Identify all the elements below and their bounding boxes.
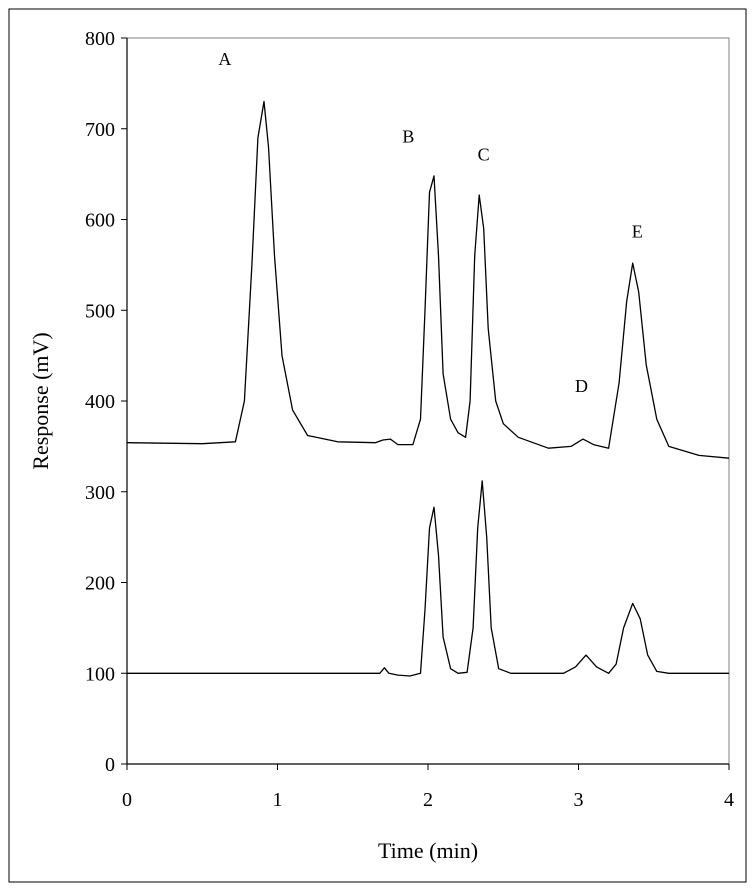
- x-tick-label: 3: [574, 789, 584, 811]
- y-tick-label: 700: [85, 119, 115, 141]
- x-tick-label: 2: [423, 789, 433, 811]
- peak-label: B: [402, 126, 414, 146]
- y-tick-label: 300: [85, 482, 115, 504]
- x-axis-ticks: 0 1 2 3 4: [122, 764, 734, 811]
- y-axis-title: Response (mV): [28, 332, 53, 469]
- y-tick-label: 500: [85, 300, 115, 322]
- y-tick-label: 800: [85, 28, 115, 50]
- figure-border: [8, 8, 747, 883]
- x-axis-title: Time (min): [378, 838, 478, 863]
- y-tick-label: 0: [105, 754, 115, 776]
- x-tick-label: 0: [122, 789, 132, 811]
- peak-label: A: [218, 49, 231, 69]
- series-line-1: [126, 100, 730, 459]
- y-tick-label: 200: [85, 573, 115, 595]
- peak-label: D: [575, 376, 588, 396]
- y-tick-label: 600: [85, 210, 115, 232]
- peak-labels: A B C D E: [218, 49, 642, 396]
- peak-label: E: [632, 222, 643, 242]
- x-tick-label: 1: [273, 789, 283, 811]
- peak-label: C: [478, 145, 490, 165]
- x-tick-label: 4: [724, 789, 734, 811]
- y-axis-ticks: 0 100 200 300 400 500 600 700 800: [85, 28, 127, 776]
- y-tick-label: 100: [85, 663, 115, 685]
- series-line-2: [127, 480, 729, 677]
- series-layer: [126, 100, 730, 677]
- y-tick-label: 400: [85, 391, 115, 413]
